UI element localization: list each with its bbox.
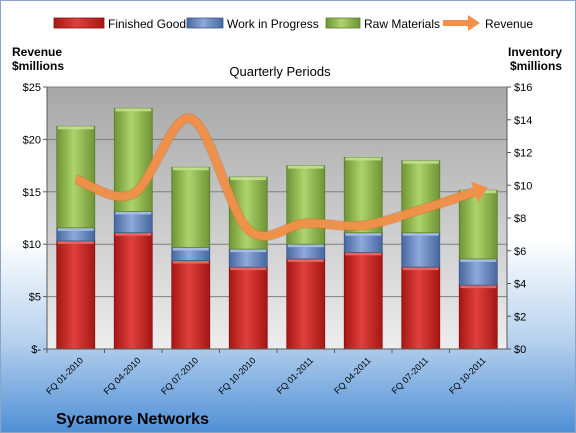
bar-finished-goods — [56, 240, 96, 350]
bar-stacks — [56, 107, 498, 350]
bar-top-highlight — [230, 249, 267, 253]
bar-top-highlight — [402, 160, 439, 164]
bar-top-highlight — [115, 232, 152, 236]
y-right-tick-label: $0 — [514, 344, 526, 356]
bar-top-highlight — [345, 232, 382, 236]
legend: Finished Goods Work in Progress Raw Materi… — [53, 15, 533, 31]
y-left-tick-label: $20 — [23, 134, 41, 146]
bar-finished-goods — [458, 284, 498, 350]
bar-work-in-progress — [401, 232, 441, 268]
y-left-tick-label: $25 — [23, 82, 41, 94]
legend-label: Raw Materials — [364, 17, 440, 31]
bar-raw-materials — [286, 165, 326, 245]
bar-finished-goods — [171, 260, 211, 350]
bar-top-highlight — [287, 258, 324, 262]
y-left-tick-label: $- — [31, 344, 41, 356]
bar-finished-goods — [401, 266, 441, 350]
bar-finished-goods — [228, 266, 268, 350]
bar-top-highlight — [230, 177, 267, 181]
y-right-tick-label: $4 — [514, 279, 526, 291]
bar-top-highlight — [287, 244, 324, 248]
chart-title: Quarterly Periods — [229, 64, 331, 79]
bar-finished-goods — [343, 251, 383, 350]
y-right-title-line-2: $millions — [510, 59, 562, 73]
bar-work-in-progress — [113, 211, 153, 234]
revenue-line — [74, 114, 480, 240]
bar-top-highlight — [460, 285, 497, 289]
bar-finished-goods — [286, 258, 326, 350]
bar-top-highlight — [57, 227, 94, 231]
bar-top-highlight — [345, 252, 382, 256]
bar-top-highlight — [115, 108, 152, 112]
bar-top-highlight — [57, 126, 94, 130]
y-right-tick-label: $14 — [514, 115, 532, 127]
company-name: Sycamore Networks — [56, 411, 209, 428]
y-right-tick-label: $16 — [514, 82, 532, 94]
legend-swatch — [325, 17, 361, 29]
y-right-tick-label: $6 — [514, 246, 526, 258]
legend-swatch — [186, 17, 224, 29]
y-right-tick-label: $12 — [514, 148, 532, 160]
bar-work-in-progress — [458, 258, 498, 286]
bar-top-highlight — [172, 167, 209, 171]
legend-swatch — [53, 17, 105, 29]
y-right-tick-label: $10 — [514, 180, 532, 192]
legend-label: Work in Progress — [227, 17, 319, 31]
legend-label: Revenue — [485, 17, 533, 31]
bar-raw-materials — [56, 125, 96, 229]
y-left-title-line-1: Revenue — [12, 45, 62, 59]
bar-top-highlight — [402, 232, 439, 236]
bar-top-highlight — [287, 165, 324, 169]
y-left-title-line-2: $millions — [12, 59, 64, 73]
revenue-line-layer — [73, 113, 488, 241]
revenue-arrowhead — [471, 181, 488, 203]
legend-swatch-arrowhead — [468, 15, 480, 31]
bar-top-highlight — [172, 260, 209, 264]
y-right-title-line-1: Inventory — [508, 45, 562, 59]
y-right-tick-label: $2 — [514, 311, 526, 323]
bar-finished-goods — [113, 232, 153, 350]
bar-top-highlight — [57, 240, 94, 244]
y-left-tick-label: $5 — [29, 292, 41, 304]
bar-top-highlight — [402, 267, 439, 271]
bar-top-highlight — [230, 267, 267, 271]
bar-top-highlight — [345, 157, 382, 161]
y-left-tick-label: $10 — [23, 239, 41, 251]
bar-top-highlight — [172, 247, 209, 251]
bar-top-highlight — [460, 258, 497, 262]
bar-raw-materials — [401, 160, 441, 234]
y-left-tick-label: $15 — [23, 187, 41, 199]
bar-top-highlight — [115, 211, 152, 215]
bar-raw-materials — [171, 166, 211, 248]
legend-label: Finished Goods — [108, 17, 192, 31]
y-right-tick-label: $8 — [514, 213, 526, 225]
